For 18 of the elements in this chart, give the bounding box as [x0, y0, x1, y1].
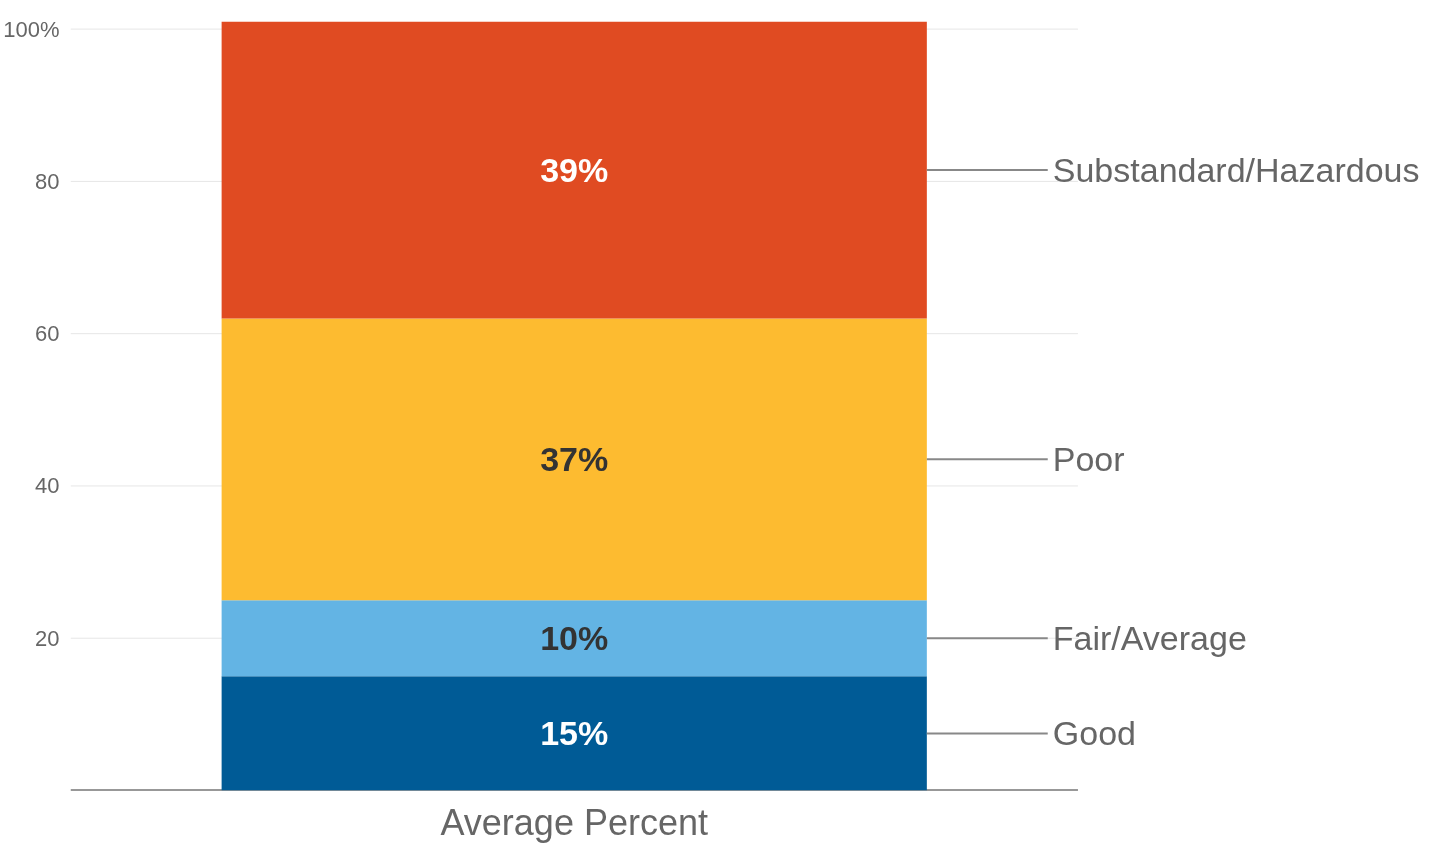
text: Poor [1052, 440, 1125, 479]
text: Substandard/Hazardous [1052, 150, 1420, 189]
text: Fair/Average [1052, 619, 1247, 658]
bar [221, 21, 927, 319]
y-tick-label: 100% [3, 16, 60, 42]
y-tick-label: 40 [35, 473, 60, 499]
data-label: 39% [540, 150, 609, 189]
y-tick-label: 80 [35, 168, 60, 194]
bar [221, 318, 927, 601]
bar [221, 600, 927, 677]
x-tick-label: Average Percent [440, 801, 708, 843]
text: Good [1052, 714, 1136, 753]
bar [221, 676, 927, 791]
data-label: 15% [540, 714, 609, 753]
y-tick-label: 20 [35, 625, 60, 651]
data-label: 37% [540, 440, 609, 479]
data-label: 10% [540, 619, 609, 658]
y-tick-label: 60 [35, 321, 60, 347]
